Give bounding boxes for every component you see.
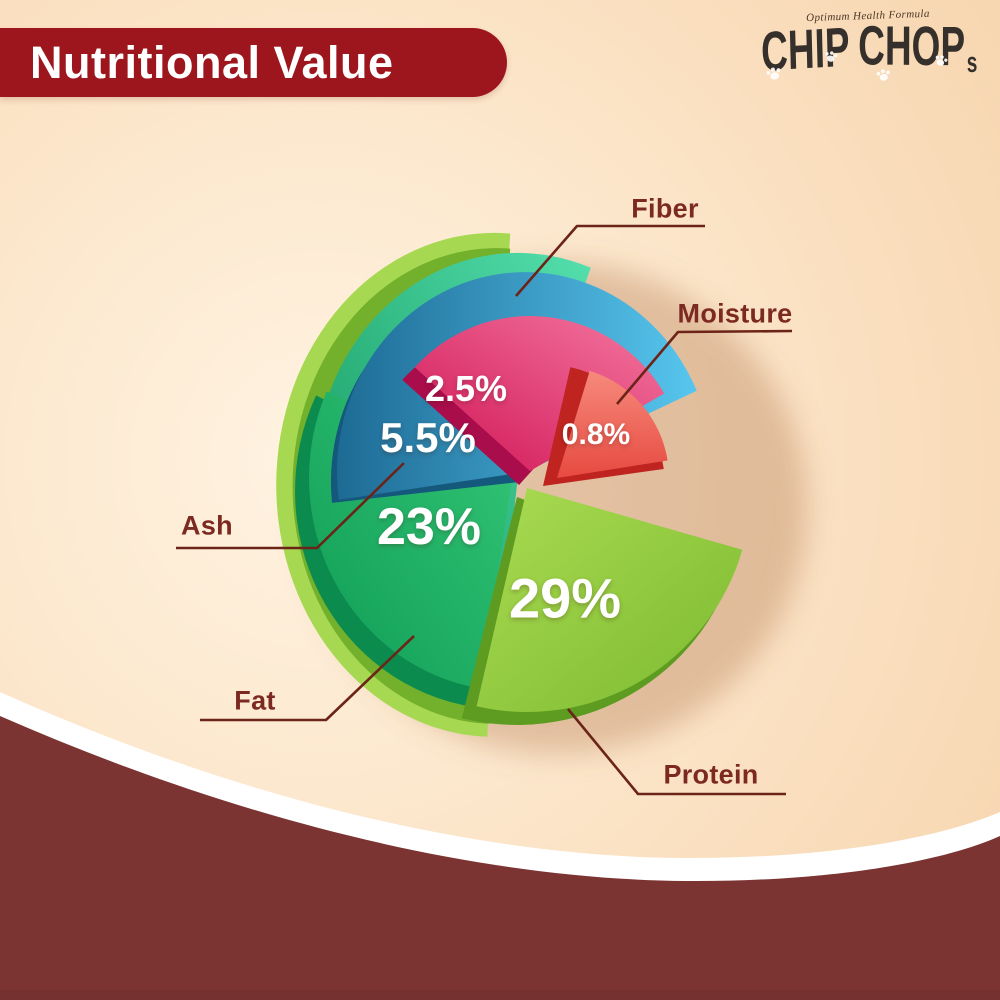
leader-moisture <box>616 329 793 405</box>
slice-value-fat: 23% <box>376 498 482 556</box>
slice-label-moisture: Moisture <box>677 298 793 329</box>
leader-ash <box>176 462 405 550</box>
brand-name: CHIP CHOPs <box>760 13 978 83</box>
slice-value-fiber: 2.5% <box>424 368 508 409</box>
paw-print-icon <box>935 55 948 66</box>
paw-print-icon <box>766 67 781 80</box>
slice-fiber-face <box>414 316 665 471</box>
slice-value-protein: 29% <box>508 566 622 630</box>
slice-label-fat: Fat <box>234 685 276 716</box>
bottom-edge-strip <box>0 990 1000 1000</box>
leader-protein <box>566 708 786 796</box>
slice-value-moisture: 0.8% <box>561 418 631 451</box>
brand-logo: Optimum Health Formula CHIP CHOPs <box>752 8 984 108</box>
bottom-wave-maroon <box>0 716 1000 1000</box>
slice-value-ash: 5.5% <box>380 414 476 461</box>
slice-label-fiber: Fiber <box>631 193 699 224</box>
paw-print-icon <box>876 69 890 81</box>
leader-fiber <box>515 224 705 297</box>
title-banner: Nutritional Value <box>0 28 507 97</box>
brand-suffix: s <box>966 47 978 80</box>
leader-lines <box>176 224 793 796</box>
brand-word-chop: CHOP <box>858 14 966 78</box>
slice-label-ash: Ash <box>181 510 233 541</box>
bottom-wave <box>0 692 1000 1000</box>
slice-label-protein: Protein <box>663 759 759 790</box>
pie-chart <box>276 232 743 737</box>
page-title: Nutritional Value <box>30 36 394 88</box>
slice-protein-face <box>476 488 743 713</box>
slice-moisture-face <box>557 370 668 478</box>
paw-print-icon <box>825 51 838 62</box>
leader-fat <box>200 635 415 722</box>
